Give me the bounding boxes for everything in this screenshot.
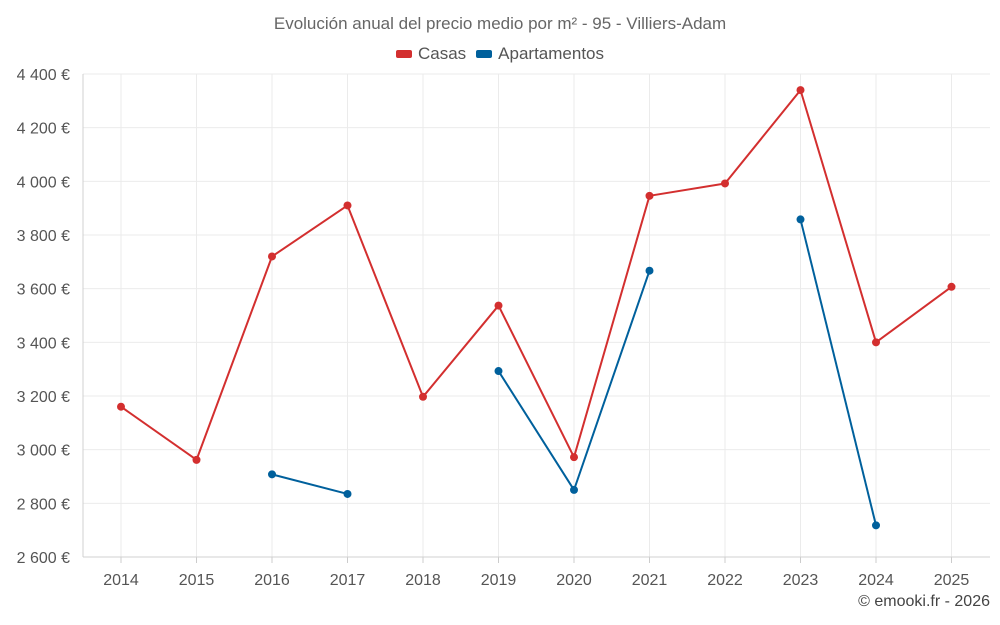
y-tick-label: 3 200 € xyxy=(17,389,70,406)
x-tick-label: 2017 xyxy=(330,572,366,589)
x-tick-label: 2020 xyxy=(556,572,592,589)
y-tick-label: 4 200 € xyxy=(17,121,70,138)
data-point-casas-2024 xyxy=(872,338,880,346)
data-point-apartamentos-2020 xyxy=(570,486,578,494)
data-point-casas-2016 xyxy=(268,252,276,260)
data-point-casas-2025 xyxy=(948,283,956,291)
y-tick-label: 2 800 € xyxy=(17,496,70,513)
data-point-casas-2014 xyxy=(117,403,125,411)
data-point-casas-2017 xyxy=(344,201,352,209)
x-tick-label: 2021 xyxy=(632,572,668,589)
x-tick-label: 2024 xyxy=(858,572,894,589)
x-tick-label: 2023 xyxy=(783,572,819,589)
series-line-apartamentos xyxy=(272,474,348,494)
y-tick-label: 3 000 € xyxy=(17,443,70,460)
data-point-apartamentos-2023 xyxy=(797,215,805,223)
data-point-apartamentos-2021 xyxy=(646,267,654,275)
data-point-casas-2021 xyxy=(646,192,654,200)
x-tick-label: 2019 xyxy=(481,572,517,589)
x-tick-label: 2018 xyxy=(405,572,441,589)
x-tick-label: 2015 xyxy=(179,572,215,589)
y-tick-label: 3 800 € xyxy=(17,228,70,245)
x-tick-label: 2025 xyxy=(934,572,970,589)
data-point-apartamentos-2016 xyxy=(268,470,276,478)
data-point-casas-2019 xyxy=(495,302,503,310)
data-point-apartamentos-2024 xyxy=(872,521,880,529)
series xyxy=(117,86,956,529)
data-point-casas-2015 xyxy=(193,456,201,464)
axes xyxy=(83,74,990,563)
data-point-casas-2020 xyxy=(570,453,578,461)
data-point-apartamentos-2017 xyxy=(344,490,352,498)
data-point-apartamentos-2019 xyxy=(495,367,503,375)
series-line-apartamentos xyxy=(801,219,877,525)
data-point-casas-2018 xyxy=(419,393,427,401)
y-tick-label: 3 600 € xyxy=(17,282,70,299)
y-tick-label: 3 400 € xyxy=(17,335,70,352)
y-tick-label: 2 600 € xyxy=(17,550,70,567)
y-tick-label: 4 400 € xyxy=(17,67,70,84)
series-line-casas xyxy=(121,90,952,460)
x-tick-label: 2022 xyxy=(707,572,743,589)
x-tick-label: 2014 xyxy=(103,572,139,589)
data-point-casas-2023 xyxy=(797,86,805,94)
data-point-casas-2022 xyxy=(721,179,729,187)
line-chart: 2 600 € 2 800 € 3 000 € 3 200 € 3 400 € 3 600… xyxy=(0,0,1000,625)
y-tick-label: 4 000 € xyxy=(17,174,70,191)
copyright: © emooki.fr - 2026 xyxy=(858,593,990,611)
grid xyxy=(83,74,990,557)
x-tick-label: 2016 xyxy=(254,572,290,589)
